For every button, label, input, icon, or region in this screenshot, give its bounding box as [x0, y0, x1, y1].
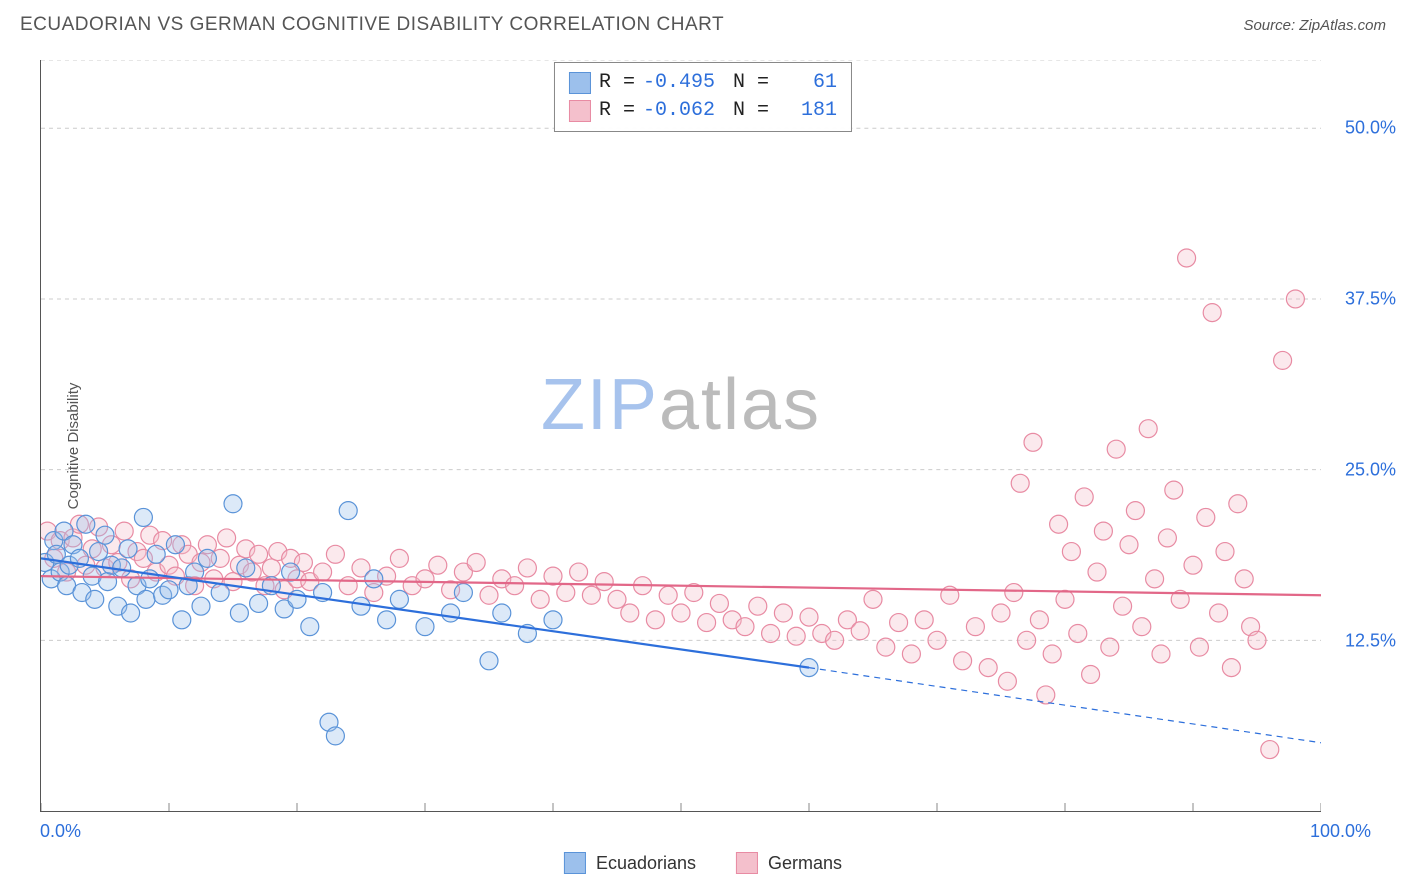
stats-n-value-0: 61 [777, 69, 837, 97]
stats-n-label: N = [733, 69, 769, 97]
stats-box: R = -0.495 N = 61 R = -0.062 N = 181 [554, 62, 852, 132]
scatter-svg [41, 60, 1321, 811]
x-tick-label: 100.0% [1310, 821, 1371, 842]
y-tick-label: 25.0% [1345, 460, 1396, 481]
legend-swatch-0 [564, 852, 586, 874]
stats-swatch-0 [569, 72, 591, 94]
stats-row-0: R = -0.495 N = 61 [569, 69, 837, 97]
legend: Ecuadorians Germans [564, 852, 842, 874]
legend-label-0: Ecuadorians [596, 853, 696, 874]
legend-label-1: Germans [768, 853, 842, 874]
y-tick-label: 37.5% [1345, 289, 1396, 310]
stats-n-value-1: 181 [777, 97, 837, 125]
stats-n-label: N = [733, 97, 769, 125]
stats-r-value-1: -0.062 [643, 97, 715, 125]
stats-swatch-1 [569, 100, 591, 122]
plot-area: ZIPatlas [40, 60, 1321, 812]
legend-swatch-1 [736, 852, 758, 874]
y-tick-label: 50.0% [1345, 118, 1396, 139]
stats-r-value-0: -0.495 [643, 69, 715, 97]
stats-r-label: R = [599, 69, 635, 97]
chart-title: ECUADORIAN VS GERMAN COGNITIVE DISABILIT… [20, 14, 724, 36]
stats-r-label: R = [599, 97, 635, 125]
y-tick-label: 12.5% [1345, 631, 1396, 652]
legend-item-1: Germans [736, 852, 842, 874]
legend-item-0: Ecuadorians [564, 852, 696, 874]
x-tick-label: 0.0% [40, 821, 81, 842]
stats-row-1: R = -0.062 N = 181 [569, 97, 837, 125]
source-label: Source: ZipAtlas.com [1243, 17, 1386, 34]
